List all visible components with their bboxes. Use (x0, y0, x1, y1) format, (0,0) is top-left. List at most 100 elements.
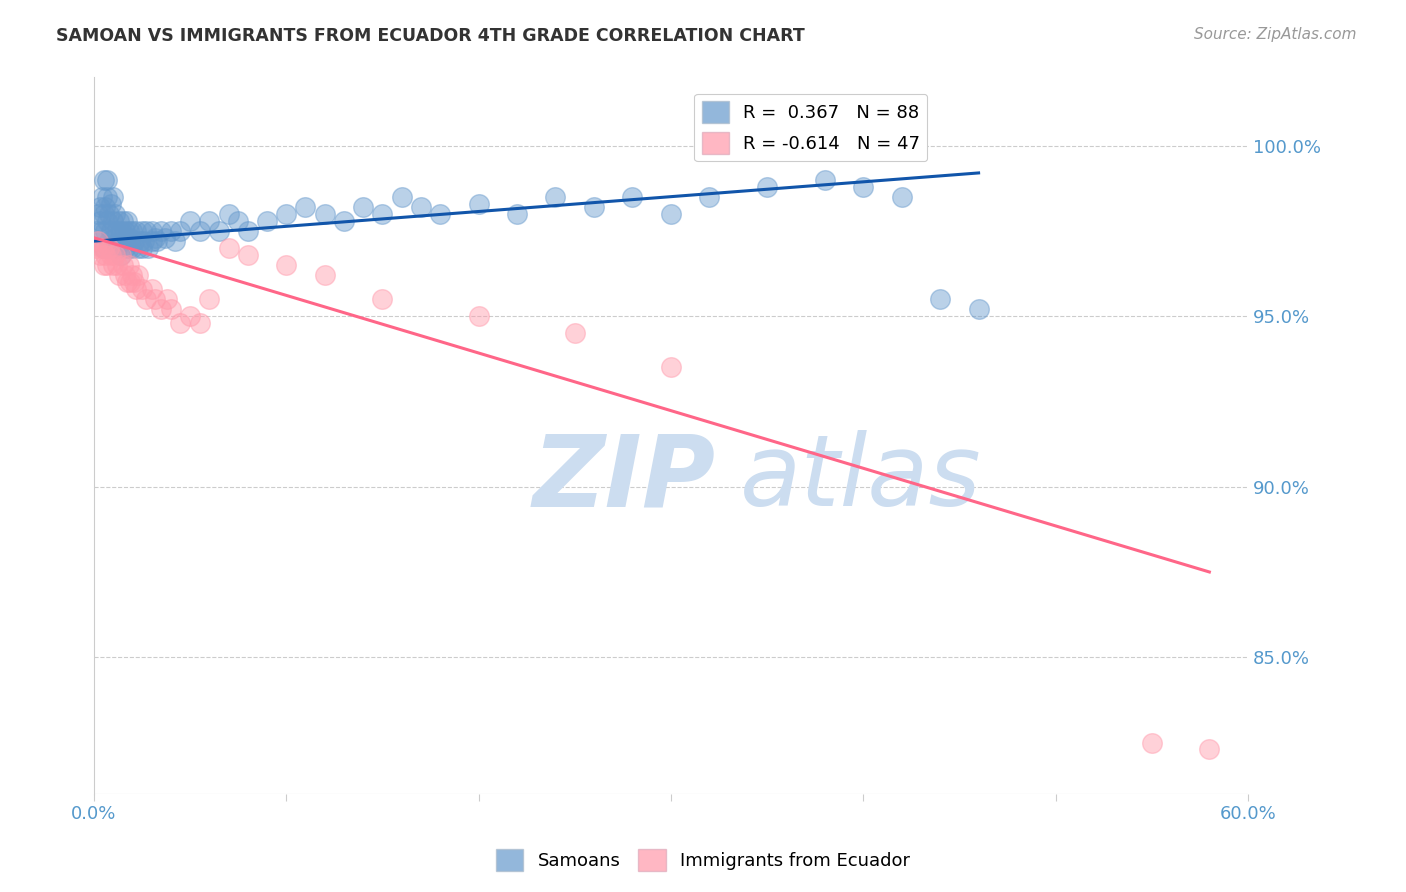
Text: Source: ZipAtlas.com: Source: ZipAtlas.com (1194, 27, 1357, 42)
Text: SAMOAN VS IMMIGRANTS FROM ECUADOR 4TH GRADE CORRELATION CHART: SAMOAN VS IMMIGRANTS FROM ECUADOR 4TH GR… (56, 27, 806, 45)
Point (659, 207, 682, 221)
Point (87, 207, 110, 221)
Point (121, 241, 143, 255)
Point (100, 196, 122, 211)
Point (236, 248, 259, 262)
Point (208, 224, 231, 238)
Point (108, 268, 131, 283)
Point (101, 241, 124, 255)
Point (141, 282, 163, 296)
Point (117, 224, 139, 238)
Point (1198, 742, 1220, 756)
Point (108, 234, 131, 248)
Point (101, 190, 124, 204)
Point (218, 207, 240, 221)
Point (756, 179, 779, 194)
Point (967, 302, 990, 317)
Point (90, 224, 112, 238)
Point (179, 213, 201, 227)
Text: atlas: atlas (740, 430, 981, 527)
Point (145, 231, 167, 245)
Point (104, 231, 127, 245)
Point (89, 200, 111, 214)
Point (814, 173, 837, 187)
Point (120, 231, 142, 245)
Point (188, 224, 211, 238)
Point (141, 224, 163, 238)
Point (132, 234, 155, 248)
Point (135, 224, 157, 238)
Point (135, 292, 157, 306)
Point (294, 200, 316, 214)
Point (314, 268, 336, 283)
Point (104, 207, 127, 221)
Point (117, 241, 139, 255)
Point (96, 173, 118, 187)
Legend: Samoans, Immigrants from Ecuador: Samoans, Immigrants from Ecuador (489, 842, 917, 879)
Point (96, 258, 118, 272)
Point (101, 258, 124, 272)
Point (93, 173, 115, 187)
Point (120, 275, 142, 289)
Point (104, 248, 127, 262)
Point (198, 213, 221, 227)
Point (117, 258, 139, 272)
Point (890, 190, 912, 204)
Point (150, 302, 173, 317)
Point (582, 200, 605, 214)
Point (136, 241, 159, 255)
Point (121, 224, 143, 238)
Point (105, 224, 128, 238)
Point (105, 258, 128, 272)
Legend: R =  0.367   N = 88, R = -0.614   N = 47: R = 0.367 N = 88, R = -0.614 N = 47 (695, 94, 927, 161)
Point (409, 200, 432, 214)
Point (108, 213, 131, 227)
Point (141, 234, 163, 248)
Point (179, 309, 201, 323)
Point (94, 224, 117, 238)
Point (371, 292, 394, 306)
Point (276, 207, 298, 221)
Point (659, 360, 682, 375)
Point (467, 309, 489, 323)
Point (114, 224, 136, 238)
Point (371, 207, 394, 221)
Point (121, 268, 143, 283)
Point (110, 248, 132, 262)
Point (100, 224, 122, 238)
Point (852, 179, 875, 194)
Point (333, 213, 356, 227)
Point (124, 234, 146, 248)
Point (125, 224, 148, 238)
Point (169, 316, 191, 330)
Point (111, 234, 134, 248)
Point (110, 248, 132, 262)
Point (96, 213, 118, 227)
Point (198, 292, 221, 306)
Point (146, 234, 169, 248)
Point (131, 282, 153, 296)
Point (153, 231, 176, 245)
Point (96, 190, 118, 204)
Point (564, 326, 586, 341)
Point (467, 196, 489, 211)
Point (84, 224, 107, 238)
Point (127, 268, 149, 283)
Point (98, 241, 121, 255)
Point (169, 224, 191, 238)
Point (89, 213, 111, 227)
Point (94, 200, 117, 214)
Point (100, 248, 122, 262)
Point (115, 275, 138, 289)
Point (84, 241, 107, 255)
Point (90, 190, 112, 204)
Point (156, 292, 179, 306)
Point (87, 234, 110, 248)
Point (391, 190, 413, 204)
Point (236, 224, 259, 238)
Point (226, 213, 249, 227)
Point (125, 282, 148, 296)
Point (89, 248, 111, 262)
Point (699, 190, 721, 204)
Point (90, 241, 112, 255)
